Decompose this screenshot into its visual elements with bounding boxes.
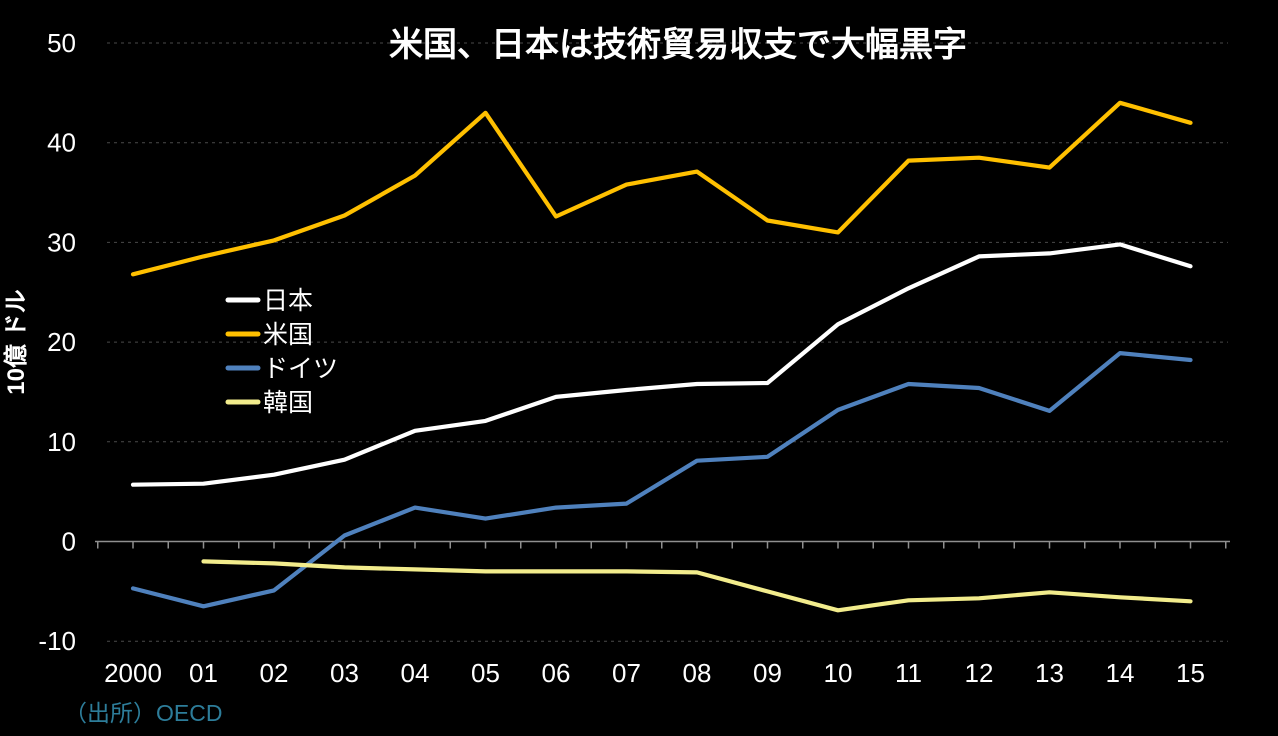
x-axis [95, 540, 1230, 549]
x-tick-label: 01 [189, 658, 218, 688]
x-tick-label: 08 [683, 658, 712, 688]
y-axis-title: 10億 ドル [2, 289, 30, 394]
x-tick-label: 12 [965, 658, 994, 688]
data-series [130, 100, 1193, 613]
x-tick-label: 11 [895, 658, 922, 688]
x-tick-label: 02 [260, 658, 289, 688]
legend-item-米国: 米国 [225, 321, 313, 349]
series-line-ドイツ [130, 351, 1193, 609]
y-tick-label: -10 [38, 626, 76, 656]
x-tick-label: 2000 [104, 658, 162, 688]
y-tick-label: 0 [62, 527, 76, 557]
x-tick-label: 10 [824, 658, 853, 688]
x-tick-label: 07 [612, 658, 641, 688]
y-tick-labels: 50 40 30 20 10 0 -10 [38, 28, 76, 656]
legend-label: 韓国 [263, 389, 313, 417]
y-tick-label: 40 [47, 128, 76, 158]
y-tick-label: 10 [47, 427, 76, 457]
y-tick-label: 30 [47, 227, 76, 257]
x-tick-label: 04 [401, 658, 430, 688]
x-tick-label: 09 [753, 658, 782, 688]
x-tick-label: 06 [542, 658, 571, 688]
series-line-日本 [130, 242, 1193, 487]
x-tick-label: 05 [471, 658, 500, 688]
series-line-韓国 [201, 559, 1193, 613]
x-tick-labels: 2000 01 02 03 04 05 06 07 08 09 10 11 12 13 14 15 [104, 658, 1205, 688]
y-tick-label: 20 [47, 327, 76, 357]
x-tick-label: 15 [1176, 658, 1205, 688]
legend-label: ドイツ [263, 355, 338, 383]
x-tick-label: 03 [330, 658, 359, 688]
legend-item-韓国: 韓国 [225, 389, 313, 417]
series-line-米国 [130, 100, 1193, 277]
legend-label: 日本 [263, 287, 313, 315]
legend-item-日本: 日本 [225, 287, 313, 315]
y-tick-label: 50 [47, 28, 76, 58]
legend-item-ドイツ: ドイツ [225, 355, 338, 383]
legend-label: 米国 [263, 321, 313, 349]
chart-title: 米国、日本は技術貿易収支で大幅黒字 [389, 26, 967, 64]
source-note: （出所）OECD [64, 700, 222, 726]
x-tick-label: 14 [1106, 658, 1135, 688]
x-tick-label: 13 [1035, 658, 1064, 688]
gridlines [107, 42, 1228, 642]
